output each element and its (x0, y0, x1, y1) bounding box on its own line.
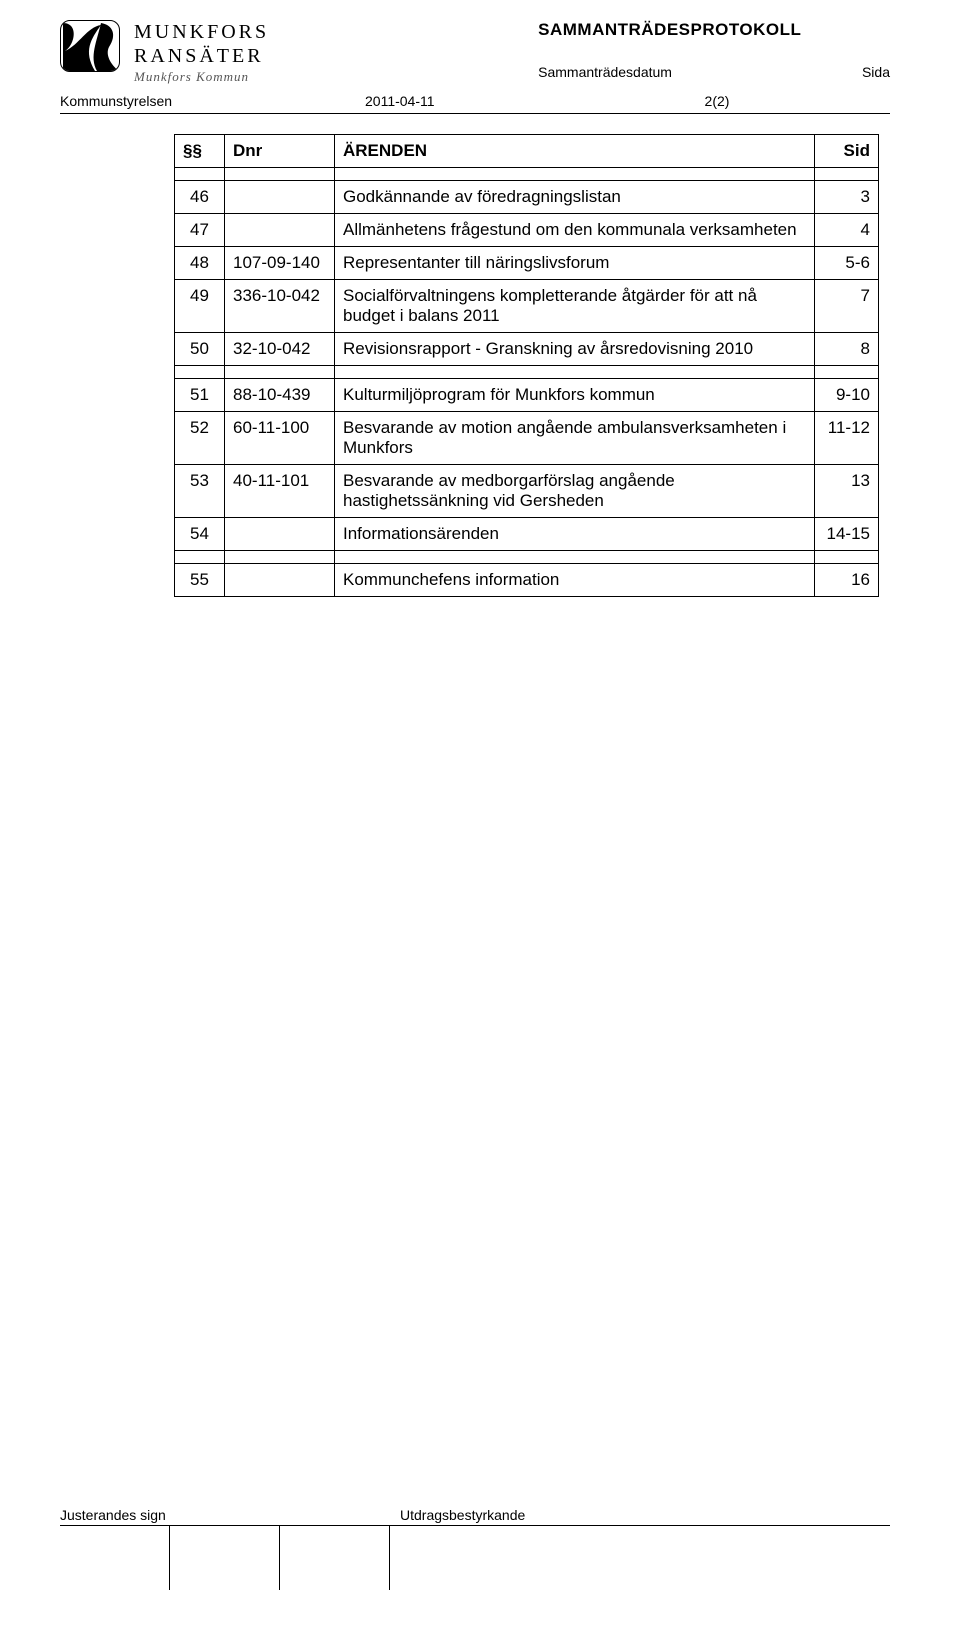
row-num: 46 (175, 181, 225, 214)
table-row: 48 107-09-140 Representanter till näring… (175, 247, 879, 280)
table-row: 51 88-10-439 Kulturmiljöprogram för Munk… (175, 379, 879, 412)
row-text: Besvarande av motion angående ambulansve… (335, 412, 815, 465)
row-num: 54 (175, 518, 225, 551)
signature-grid (60, 1525, 890, 1590)
utdrag-label: Utdragsbestyrkande (400, 1507, 525, 1523)
brand-subtitle: Munkfors Kommun (134, 70, 269, 83)
spacer-row (175, 366, 879, 379)
col-dnr: Dnr (225, 135, 335, 168)
row-dnr (225, 181, 335, 214)
header-separator (60, 113, 890, 114)
table-row: 52 60-11-100 Besvarande av motion angåen… (175, 412, 879, 465)
spacer-row (175, 168, 879, 181)
col-section: §§ (175, 135, 225, 168)
col-arenden: ÄRENDEN (335, 135, 815, 168)
table-row: 49 336-10-042 Socialförvaltningens kompl… (175, 280, 879, 333)
row-num: 55 (175, 564, 225, 597)
row-dnr: 40-11-101 (225, 465, 335, 518)
municipality-logo (60, 20, 120, 72)
row-text: Representanter till näringslivsforum (335, 247, 815, 280)
row-sid: 4 (815, 214, 879, 247)
sign-label: Justerandes sign (60, 1507, 400, 1523)
row-sid: 7 (815, 280, 879, 333)
row-sid: 11-12 (815, 412, 879, 465)
row-text: Godkännande av föredragningslistan (335, 181, 815, 214)
signature-cell (280, 1526, 390, 1590)
row-text: Kommunchefens information (335, 564, 815, 597)
signature-cell (170, 1526, 280, 1590)
row-num: 47 (175, 214, 225, 247)
protokoll-title: SAMMANTRÄDESPROTOKOLL (538, 20, 890, 40)
header-right: SAMMANTRÄDESPROTOKOLL Sammanträdesdatum … (538, 20, 890, 80)
spacer-row (175, 551, 879, 564)
row-text: Revisionsrapport - Granskning av årsredo… (335, 333, 815, 366)
row-text: Allmänhetens frågestund om den kommunala… (335, 214, 815, 247)
row-dnr (225, 518, 335, 551)
row-text: Informationsärenden (335, 518, 815, 551)
meta-date-label: Sammanträdesdatum (538, 64, 672, 80)
col-sid: Sid (815, 135, 879, 168)
row-num: 50 (175, 333, 225, 366)
table-row: 46 Godkännande av föredragningslistan 3 (175, 181, 879, 214)
row-sid: 16 (815, 564, 879, 597)
brand-line1: MUNKFORS (134, 22, 269, 42)
row-num: 52 (175, 412, 225, 465)
row-dnr (225, 214, 335, 247)
signature-cell (60, 1526, 170, 1590)
row-sid: 3 (815, 181, 879, 214)
table-row: 47 Allmänhetens frågestund om den kommun… (175, 214, 879, 247)
body-label: Kommunstyrelsen (60, 93, 172, 109)
row-num: 48 (175, 247, 225, 280)
signature-rest (390, 1526, 890, 1590)
row-dnr: 60-11-100 (225, 412, 335, 465)
row-text: Socialförvaltningens kompletterande åtgä… (335, 280, 815, 333)
row-dnr: 107-09-140 (225, 247, 335, 280)
row-sid: 13 (815, 465, 879, 518)
row-num: 53 (175, 465, 225, 518)
brand-block: MUNKFORS RANSÄTER Munkfors Kommun (134, 22, 269, 83)
row-text: Kulturmiljöprogram för Munkfors kommun (335, 379, 815, 412)
table-row: 55 Kommunchefens information 16 (175, 564, 879, 597)
row-dnr: 32-10-042 (225, 333, 335, 366)
row-sid: 8 (815, 333, 879, 366)
page-number: 2(2) (705, 93, 730, 109)
table-row: 50 32-10-042 Revisionsrapport - Granskni… (175, 333, 879, 366)
agenda-content: §§ Dnr ÄRENDEN Sid 46 Godkännande av för… (174, 134, 890, 597)
document-footer: Justerandes sign Utdragsbestyrkande (60, 1507, 890, 1590)
table-row: 54 Informationsärenden 14-15 (175, 518, 879, 551)
row-dnr: 88-10-439 (225, 379, 335, 412)
row-sid: 9-10 (815, 379, 879, 412)
row-sid: 14-15 (815, 518, 879, 551)
table-row: 53 40-11-101 Besvarande av medborgarförs… (175, 465, 879, 518)
agenda-table: §§ Dnr ÄRENDEN Sid 46 Godkännande av för… (174, 134, 879, 597)
meeting-date: 2011-04-11 (365, 93, 435, 109)
meta-page-label: Sida (862, 64, 890, 80)
document-header: MUNKFORS RANSÄTER Munkfors Kommun SAMMAN… (60, 20, 890, 83)
table-header-row: §§ Dnr ÄRENDEN Sid (175, 135, 879, 168)
row-num: 51 (175, 379, 225, 412)
brand-line2: RANSÄTER (134, 46, 269, 66)
row-text: Besvarande av medborgarförslag angående … (335, 465, 815, 518)
row-dnr (225, 564, 335, 597)
row-dnr: 336-10-042 (225, 280, 335, 333)
row-sid: 5-6 (815, 247, 879, 280)
row-num: 49 (175, 280, 225, 333)
